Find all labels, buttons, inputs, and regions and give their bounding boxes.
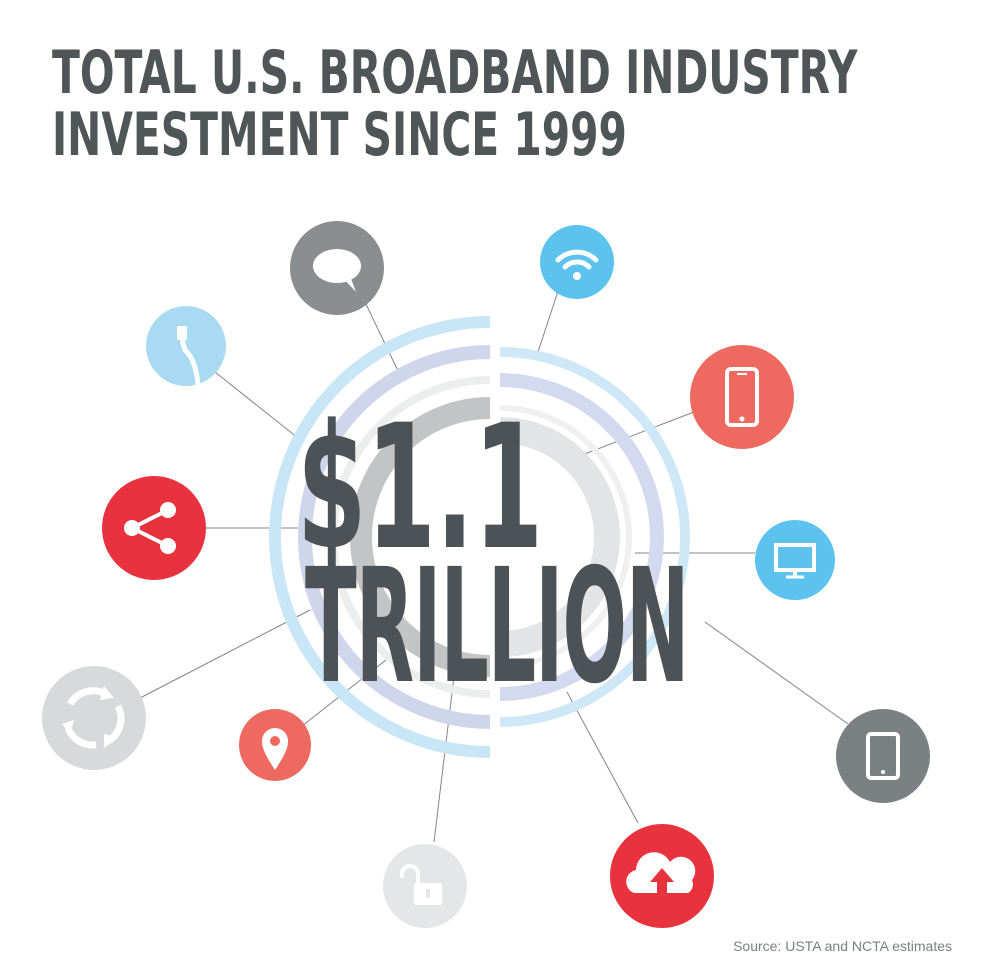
- smartphone-icon: [690, 345, 794, 449]
- tablet-icon: [836, 709, 930, 803]
- ethernet-cable-icon: [146, 306, 226, 386]
- unlock-icon: [383, 844, 467, 928]
- source-note: Source: USTA and NCTA estimates: [733, 938, 952, 954]
- monitor-icon: [755, 520, 835, 600]
- share-icon: [102, 476, 206, 580]
- investment-rings: [269, 316, 690, 758]
- location-pin-icon: [239, 709, 311, 781]
- wifi-icon: [540, 225, 614, 299]
- cloud-upload-icon: [610, 824, 714, 928]
- chat-bubble-icon: [290, 221, 384, 315]
- sync-icon: [42, 666, 146, 770]
- investment-amount: $1.1: [297, 387, 544, 588]
- title-line-2: INVESTMENT SINCE 1999: [52, 100, 627, 170]
- investment-unit: TRILLION: [305, 535, 689, 719]
